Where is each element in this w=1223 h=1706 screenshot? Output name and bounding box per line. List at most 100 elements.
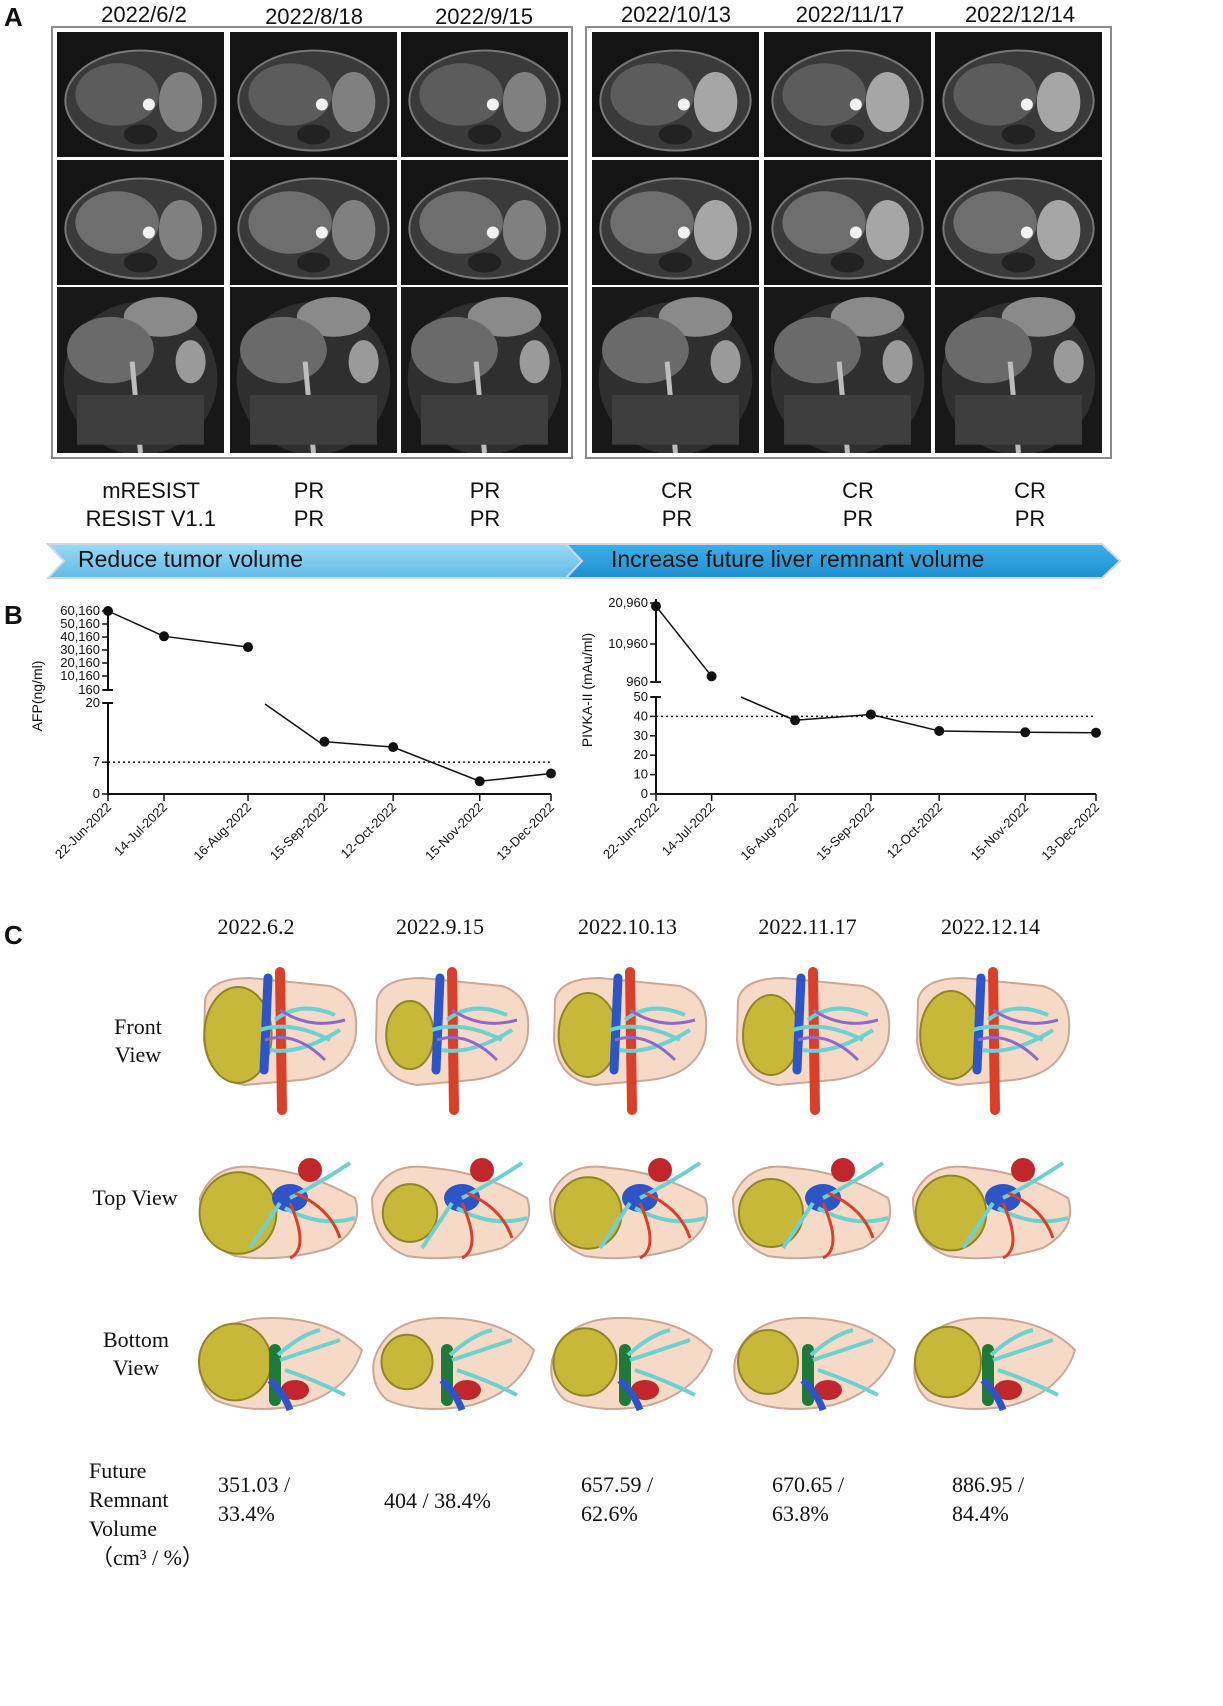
- frv-value-2: 404 / 38.4%: [384, 1486, 491, 1515]
- x-tick-label: 14-Jul-2022: [659, 800, 718, 859]
- model-date-4: 2022.11.17: [758, 914, 857, 939]
- mri-scan: [764, 32, 931, 157]
- liver-3d-model: [723, 1290, 903, 1450]
- series-line: [655, 605, 713, 677]
- liver-3d-model: [190, 1138, 370, 1298]
- y-tick-label: 160: [78, 682, 100, 697]
- y-tick-label: 30,160: [60, 642, 100, 657]
- y-tick-label: 50: [634, 689, 648, 704]
- y-tick-label: 20,160: [60, 655, 100, 670]
- y-tick-label: 60,160: [60, 603, 100, 618]
- series-line: [264, 703, 323, 745]
- y-tick-label: 40,160: [60, 629, 100, 644]
- resist-value: PR: [661, 506, 693, 531]
- frv-line: 886.95 /: [952, 1472, 1025, 1497]
- mri-scan: [230, 287, 397, 453]
- view-label-line: View: [112, 1355, 160, 1380]
- data-point: [706, 671, 717, 682]
- y-axis-title: AFP(ng/ml): [29, 661, 45, 732]
- scan-date-1: 2022/6/2: [101, 2, 187, 27]
- phase-reduce-label: Reduce tumor volume: [78, 546, 303, 572]
- mri-scan: [57, 32, 224, 157]
- mresist-value: PR: [293, 478, 325, 503]
- y-tick-label: 10,960: [608, 636, 648, 651]
- frv-line: 33.4%: [218, 1501, 275, 1526]
- data-point: [103, 606, 113, 616]
- liver-3d-model: [362, 1290, 542, 1450]
- mri-scan: [57, 160, 224, 285]
- frv-label-line: Volume: [89, 1516, 158, 1541]
- data-point: [1020, 727, 1031, 738]
- liver-3d-model: [723, 1138, 903, 1298]
- data-point: [319, 736, 330, 747]
- series-line: [479, 772, 552, 783]
- frv-line: 404 / 38.4%: [384, 1488, 491, 1513]
- y-tick-label: 10: [634, 767, 648, 782]
- data-point: [651, 601, 661, 612]
- mri-scan: [764, 160, 931, 285]
- mri-scan: [935, 32, 1102, 157]
- liver-3d-model: [903, 1138, 1083, 1298]
- resist-value: PR: [1014, 506, 1046, 531]
- liver-3d-model: [362, 960, 542, 1120]
- series-line: [939, 730, 1026, 734]
- view-label-bottom: Bottom View: [86, 1326, 186, 1382]
- liver-3d-model: [903, 1290, 1083, 1450]
- frv-value-5: 886.95 / 84.4%: [952, 1470, 1024, 1528]
- panel-a-label: A: [4, 2, 23, 32]
- phase-increase-label: Increase future liver remnant volume: [611, 546, 985, 572]
- frv-line: 351.03 /: [218, 1472, 291, 1497]
- scan-date-4: 2022/10/13: [620, 2, 732, 27]
- liver-3d-model: [190, 960, 370, 1120]
- scan-date-2: 2022/8/18: [265, 4, 363, 29]
- x-tick-label: 15-Sep-2022: [813, 800, 877, 864]
- frv-line: 62.6%: [581, 1501, 638, 1526]
- mri-scan: [935, 160, 1102, 285]
- mresist-value: CR: [661, 478, 693, 503]
- x-tick-label: 22-Jun-2022: [52, 800, 114, 862]
- view-label-line: Top View: [92, 1185, 178, 1210]
- mresist-value: CR: [842, 478, 874, 503]
- frv-line: 63.8%: [772, 1501, 829, 1526]
- liver-3d-model: [190, 1290, 370, 1450]
- resist-value: PR: [842, 506, 874, 531]
- mresist-label: mRESIST: [102, 478, 200, 503]
- data-point: [243, 642, 254, 653]
- phase-arrow-increase: [563, 543, 1122, 579]
- y-tick-label: 40: [634, 708, 648, 723]
- view-label-top: Top View: [80, 1184, 190, 1212]
- resist-label: RESIST V1.1: [85, 506, 216, 531]
- x-tick-label: 12-Oct-2022: [884, 800, 946, 862]
- x-tick-label: 14-Jul-2022: [111, 800, 170, 859]
- x-tick-label: 15-Nov-2022: [968, 800, 1032, 864]
- series-line: [392, 746, 480, 782]
- series-line: [870, 713, 940, 732]
- data-point: [934, 725, 945, 736]
- frv-value-4: 670.65 / 63.8%: [772, 1470, 844, 1528]
- view-label-line: View: [114, 1042, 162, 1067]
- y-tick-label: 0: [93, 786, 100, 801]
- afp-chart: 60,16050,16040,16030,16020,16010,1601602…: [29, 603, 557, 864]
- mri-scan: [230, 32, 397, 157]
- x-tick-label: 13-Dec-2022: [493, 800, 557, 864]
- y-tick-label: 30: [634, 728, 648, 743]
- liver-3d-model: [723, 960, 903, 1120]
- data-point: [865, 709, 876, 720]
- x-tick-label: 16-Aug-2022: [737, 800, 801, 864]
- y-tick-label: 7: [93, 754, 100, 769]
- data-point: [474, 776, 485, 787]
- data-point: [546, 768, 556, 779]
- scan-date-5: 2022/11/17: [795, 2, 905, 27]
- data-point: [790, 715, 801, 726]
- x-tick-label: 13-Dec-2022: [1038, 800, 1102, 864]
- mri-scan: [230, 160, 397, 285]
- y-tick-label: 50,160: [60, 616, 100, 631]
- frv-label-line: Remnant: [89, 1487, 169, 1512]
- scan-date-3: 2022/9/15: [435, 4, 533, 29]
- mresist-value: CR: [1014, 478, 1046, 503]
- mri-scan: [401, 287, 568, 453]
- y-axis-title: PIVKA-II (mAu/ml): [580, 633, 595, 747]
- mri-scan: [935, 287, 1102, 453]
- panel-c-label: C: [4, 920, 23, 950]
- data-point: [1091, 727, 1101, 738]
